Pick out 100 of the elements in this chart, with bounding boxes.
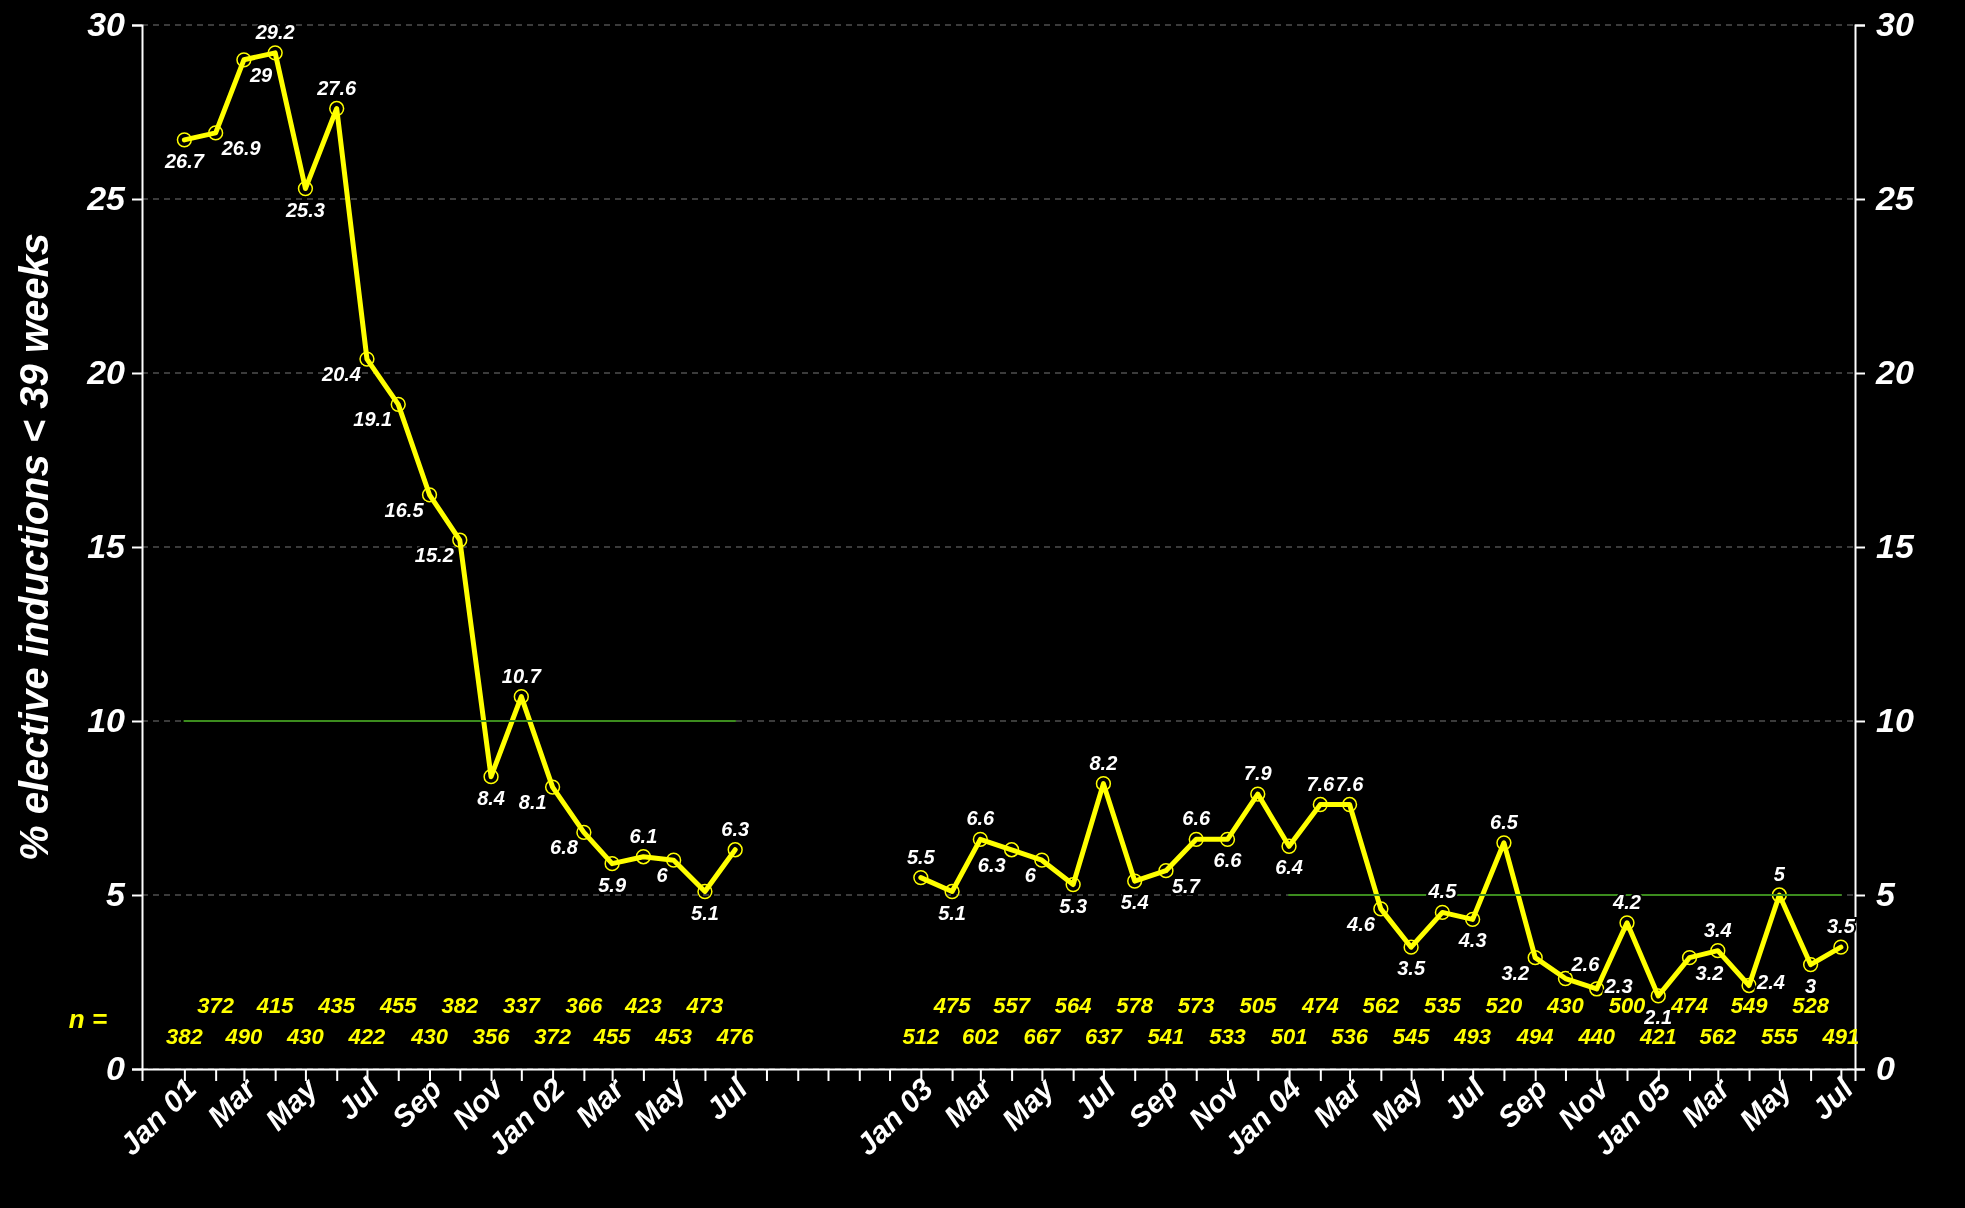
data-label: 6.8	[550, 836, 579, 859]
point	[1434, 904, 1451, 921]
annotation: 520	[1485, 992, 1524, 1018]
y2-tick-label: 0	[1876, 1049, 1895, 1088]
data-label: 10.7	[501, 664, 542, 687]
annotation: 435	[317, 992, 356, 1018]
x-tick-label: Mar	[201, 1070, 264, 1133]
annotation: 356	[472, 1023, 511, 1049]
point	[1373, 901, 1389, 917]
annotation: 476	[715, 1023, 755, 1049]
x-tick-label: Mar	[1674, 1070, 1738, 1133]
data-label: 6.6	[1182, 807, 1211, 830]
point	[1527, 949, 1543, 966]
annotation: 440	[1577, 1023, 1616, 1049]
point	[1188, 831, 1204, 847]
y2-tick-label: 25	[1875, 179, 1915, 218]
data-label: 4.5	[1427, 880, 1458, 903]
data-label: 7.6	[1306, 772, 1336, 795]
annotation: 494	[1515, 1023, 1554, 1049]
annotation: 573	[1177, 992, 1215, 1018]
point	[1802, 956, 1819, 973]
text: n =	[68, 1004, 108, 1035]
data-label: 27.6	[316, 76, 358, 99]
point	[1312, 796, 1328, 813]
data-label: 3.2	[1501, 961, 1530, 984]
data-label: 6.6	[966, 807, 996, 830]
annotation: 423	[624, 992, 662, 1018]
point	[1681, 949, 1698, 966]
point	[236, 52, 252, 68]
data-label: 6.3	[977, 853, 1006, 876]
point	[972, 831, 988, 847]
data-label: 16.5	[384, 498, 425, 521]
y-tick-label: 0	[106, 1049, 126, 1088]
point	[1250, 786, 1266, 802]
data-label: 3.5	[1826, 915, 1856, 938]
point	[1741, 977, 1757, 994]
annotation: 366	[565, 992, 603, 1018]
x-tick-label: Sep	[1491, 1071, 1554, 1135]
data-label: 6.3	[721, 817, 750, 840]
point	[1158, 862, 1174, 879]
y2-tick-label: 5	[1876, 875, 1896, 914]
annotation: 490	[224, 1023, 263, 1049]
point	[1557, 970, 1574, 987]
x-tick-label: Jul	[1805, 1071, 1860, 1126]
data-label: 20.4	[321, 363, 361, 386]
point	[666, 852, 682, 868]
y-tick-label: 10	[87, 701, 126, 740]
x-tick-label: Mar	[1306, 1070, 1370, 1133]
annotation: 337	[502, 992, 542, 1018]
annotation: 372	[534, 1023, 572, 1049]
data-label: 7.6	[1335, 772, 1365, 795]
data-label: 5.9	[598, 873, 627, 896]
point	[297, 180, 314, 197]
annotation: 475	[932, 992, 972, 1018]
y-tick-label: 20	[86, 353, 126, 392]
annotation: 415	[255, 992, 295, 1018]
y-tick-label: 25	[86, 179, 127, 218]
x-tick-label: Sep	[385, 1071, 448, 1135]
data-label: 6	[656, 864, 669, 887]
data-label: 5.5	[906, 845, 936, 868]
annotation: 505	[1239, 992, 1277, 1018]
data-label: 29.2	[254, 20, 295, 43]
point	[576, 824, 592, 841]
annotation: 562	[1699, 1023, 1737, 1049]
point	[1650, 988, 1666, 1004]
x-tick-label: Mar	[937, 1070, 1001, 1133]
annotation: 455	[378, 992, 418, 1018]
data-label: 3.4	[1703, 918, 1732, 941]
data-label: 6	[1024, 864, 1037, 887]
point	[329, 100, 345, 117]
data-label: 26.7	[163, 149, 205, 172]
point	[544, 779, 561, 795]
annotation: 545	[1392, 1023, 1431, 1049]
data-label: 6.5	[1490, 810, 1519, 833]
point	[1710, 943, 1726, 959]
point	[452, 532, 468, 548]
point	[1003, 842, 1020, 858]
annotation: 372	[197, 992, 235, 1018]
point	[1619, 915, 1635, 931]
y-axis-title: % elective inductions < 39 weeks	[12, 232, 56, 862]
y2-tick-label: 15	[1876, 527, 1915, 566]
point	[635, 849, 652, 865]
point	[1341, 796, 1358, 813]
y-tick-label: 30	[87, 5, 126, 44]
point	[267, 45, 283, 61]
point	[1833, 939, 1849, 955]
point	[697, 883, 713, 900]
data-label: 8.1	[518, 791, 547, 814]
data-label: 6.4	[1275, 856, 1303, 879]
x-tick-label: Jul	[699, 1071, 754, 1126]
data-label: 6.6	[1213, 849, 1243, 872]
data-label: 25.3	[284, 198, 325, 221]
data-label: 15.2	[414, 544, 454, 567]
annotation: 453	[654, 1023, 693, 1049]
data-label: 5.4	[1120, 891, 1149, 914]
annotation: 535	[1424, 992, 1462, 1018]
data-label: 4.3	[1457, 929, 1487, 952]
annotation: 474	[1670, 992, 1708, 1018]
point	[1496, 835, 1512, 851]
data-label: 5.7	[1171, 874, 1201, 897]
